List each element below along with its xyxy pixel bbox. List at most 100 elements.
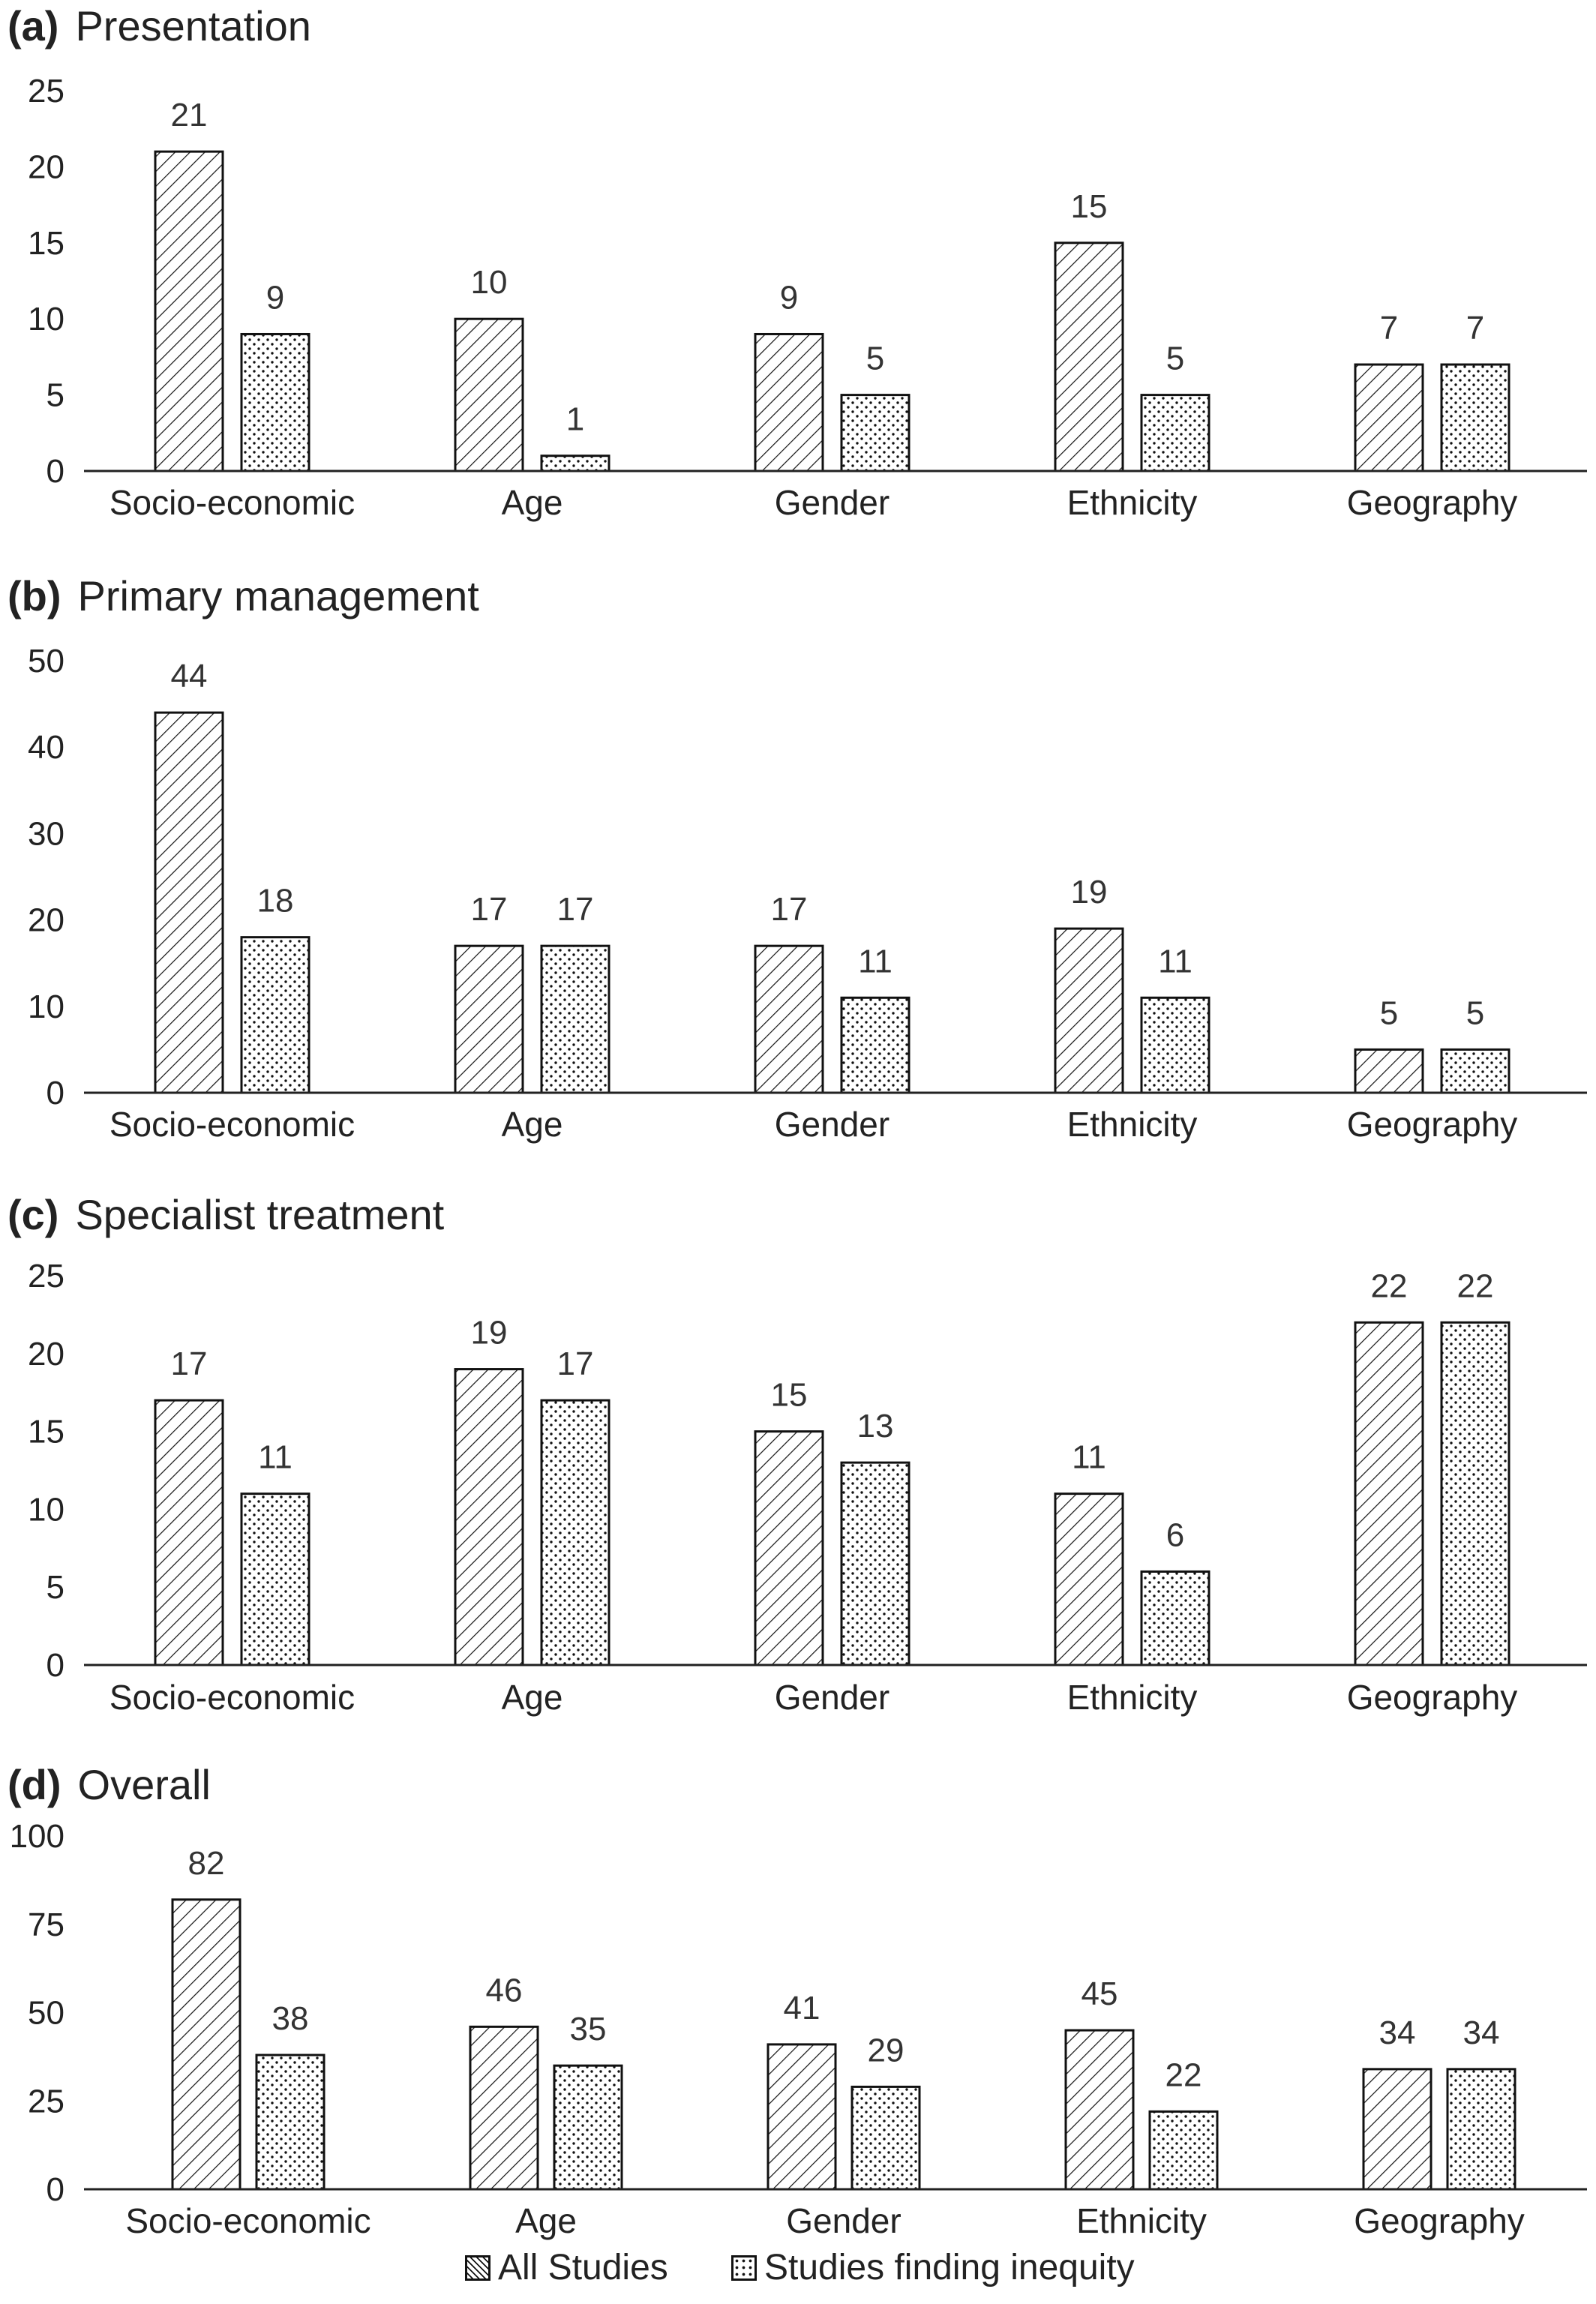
panel-primary-management: (b) Primary management 0 10 20 30 40 50 44 18 Soc… bbox=[0, 570, 1596, 1170]
y-tick-label: 10 bbox=[28, 988, 64, 1025]
data-label: 82 bbox=[188, 1845, 225, 1882]
x-tick-label: Geography bbox=[1347, 483, 1518, 522]
bar-inequity-geography bbox=[1440, 1321, 1510, 1666]
data-label: 13 bbox=[857, 1408, 894, 1444]
panel-specialist-treatment: (c) Specialist treatment 0 5 10 15 20 25 17 11 So… bbox=[0, 1189, 1596, 1759]
y-tick-label: 5 bbox=[46, 377, 64, 414]
bar-all-studies-socio-economic bbox=[154, 1399, 224, 1666]
y-tick-label: 50 bbox=[28, 643, 64, 680]
panel-title-text: Specialist treatment bbox=[75, 1191, 445, 1238]
x-tick-label: Age bbox=[502, 1678, 563, 1717]
bar-all-studies-geography bbox=[1362, 2068, 1432, 2191]
data-label: 5 bbox=[1166, 340, 1184, 377]
bar-inequity-ethnicity bbox=[1148, 2110, 1219, 2191]
bar-all-studies-socio-economic bbox=[171, 1898, 242, 2191]
panel-title-text: Primary management bbox=[77, 572, 479, 620]
data-label: 46 bbox=[486, 1972, 523, 2008]
x-tick-label: Ethnicity bbox=[1076, 2201, 1207, 2240]
bar-inequity-age bbox=[540, 454, 610, 472]
x-tick-label: Ethnicity bbox=[1067, 1678, 1198, 1717]
chart-specialist-treatment: 0 5 10 15 20 25 17 11 Socio-economic 19 17 Age 15 13 G… bbox=[28, 1258, 1587, 1717]
bar-all-studies-gender bbox=[766, 2043, 837, 2191]
bar-all-studies-gender bbox=[754, 1430, 824, 1666]
x-tick-label: Geography bbox=[1354, 2201, 1525, 2240]
y-tick-label: 50 bbox=[28, 1995, 64, 2032]
data-label: 7 bbox=[1380, 310, 1398, 346]
panel-title: (b) Primary management bbox=[8, 572, 479, 620]
data-label: 11 bbox=[1072, 1439, 1106, 1476]
x-tick-label: Socio-economic bbox=[125, 2201, 370, 2240]
x-tick-label: Ethnicity bbox=[1067, 1105, 1198, 1144]
data-label: 41 bbox=[784, 1990, 820, 2026]
data-label: 5 bbox=[1380, 994, 1398, 1031]
bar-all-studies-ethnicity bbox=[1064, 2029, 1135, 2191]
panel-label: (a) bbox=[8, 2, 59, 50]
bar-all-studies-gender bbox=[754, 944, 824, 1094]
bar-all-studies-age bbox=[454, 944, 524, 1094]
bar-inequity-socio-economic bbox=[240, 936, 310, 1094]
panel-title-text: Presentation bbox=[75, 2, 311, 50]
data-label: 17 bbox=[771, 891, 808, 928]
panel-label: (d) bbox=[8, 1761, 62, 1808]
y-tick-label: 5 bbox=[46, 1569, 64, 1606]
y-tick-label: 0 bbox=[46, 1647, 64, 1684]
panel-label: (c) bbox=[8, 1191, 59, 1238]
bar-all-studies-socio-economic bbox=[154, 150, 224, 472]
bar-all-studies-ethnicity bbox=[1054, 927, 1124, 1094]
data-label: 35 bbox=[570, 2011, 607, 2048]
x-tick-label: Gender bbox=[786, 2201, 901, 2240]
data-label: 22 bbox=[1457, 1268, 1494, 1304]
legend-swatch-hatch bbox=[465, 2254, 490, 2281]
y-tick-label: 20 bbox=[28, 1336, 64, 1372]
bar-inequity-ethnicity bbox=[1140, 1570, 1210, 1666]
bar-inequity-ethnicity bbox=[1140, 394, 1210, 472]
bar-inequity-gender bbox=[840, 1461, 910, 1666]
data-label: 11 bbox=[258, 1439, 292, 1476]
y-tick-label: 15 bbox=[28, 225, 64, 262]
x-tick-label: Socio-economic bbox=[110, 483, 355, 522]
data-label: 34 bbox=[1463, 2014, 1500, 2051]
data-label: 17 bbox=[471, 891, 508, 928]
data-label: 1 bbox=[566, 401, 584, 438]
data-label: 29 bbox=[868, 2032, 904, 2068]
bar-all-studies-ethnicity bbox=[1054, 242, 1124, 472]
bar-inequity-gender bbox=[840, 394, 910, 472]
legend: All Studies Studies finding inequity bbox=[0, 2242, 1596, 2295]
data-label: 11 bbox=[858, 943, 892, 980]
x-tick-label: Gender bbox=[775, 483, 890, 522]
chart-presentation: 0 5 10 15 20 25 21 9 Socio-economic 10 1 Age 9 5 Gende… bbox=[28, 73, 1587, 522]
bar-inequity-geography bbox=[1446, 2068, 1516, 2191]
bar-all-studies-geography bbox=[1354, 1048, 1424, 1094]
panel-title: (c) Specialist treatment bbox=[8, 1190, 444, 1239]
x-tick-label: Geography bbox=[1347, 1678, 1518, 1717]
data-label: 34 bbox=[1379, 2014, 1416, 2051]
y-tick-label: 25 bbox=[28, 2083, 64, 2120]
bar-inequity-socio-economic bbox=[255, 2054, 326, 2191]
x-tick-label: Age bbox=[515, 2201, 577, 2240]
bar-inequity-age bbox=[553, 2064, 623, 2191]
legend-item-studies-finding-inequity: Studies finding inequity bbox=[731, 2247, 1135, 2288]
y-tick-label: 25 bbox=[28, 73, 64, 110]
panel-label: (b) bbox=[8, 572, 62, 620]
y-tick-label: 0 bbox=[46, 453, 64, 490]
data-label: 9 bbox=[266, 279, 284, 316]
data-label: 19 bbox=[1071, 874, 1108, 910]
data-label: 5 bbox=[1466, 994, 1484, 1031]
y-tick-label: 20 bbox=[28, 902, 64, 939]
data-label: 15 bbox=[1071, 188, 1108, 225]
x-tick-label: Age bbox=[502, 483, 563, 522]
bar-all-studies-geography bbox=[1354, 363, 1424, 472]
bar-inequity-gender bbox=[840, 996, 910, 1094]
bar-all-studies-gender bbox=[754, 332, 824, 472]
y-tick-label: 75 bbox=[28, 1906, 64, 1943]
bar-inequity-ethnicity bbox=[1140, 996, 1210, 1094]
panel-title: (d) Overall bbox=[8, 1760, 211, 1809]
x-tick-label: Age bbox=[502, 1105, 563, 1144]
y-tick-label: 40 bbox=[28, 729, 64, 766]
bar-all-studies-socio-economic bbox=[154, 711, 224, 1094]
y-tick-label: 25 bbox=[28, 1258, 64, 1294]
legend-item-all-studies: All Studies bbox=[465, 2247, 668, 2288]
y-tick-label: 15 bbox=[28, 1414, 64, 1450]
y-tick-label: 0 bbox=[46, 1075, 64, 1112]
data-label: 11 bbox=[1158, 943, 1192, 980]
